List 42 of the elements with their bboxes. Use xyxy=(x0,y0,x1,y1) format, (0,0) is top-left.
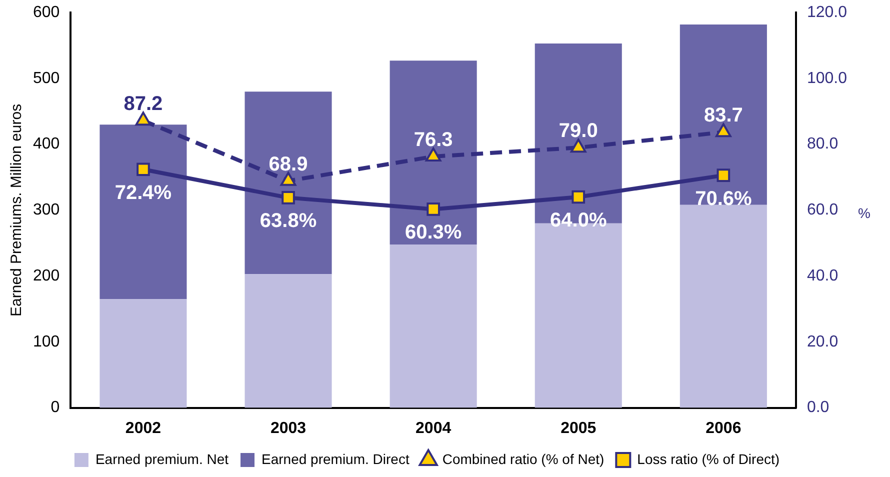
bar xyxy=(390,60,477,244)
legend-label: Combined ratio (% of Net) xyxy=(442,450,604,467)
y2-tick-label: 40.0 xyxy=(806,267,838,284)
y-tick-label: 0 xyxy=(50,399,60,416)
bar xyxy=(390,244,477,408)
bar xyxy=(680,204,767,408)
y-axis-title: Earned Premiums. Million euros xyxy=(8,104,26,316)
y2-axis-title: % xyxy=(858,205,870,222)
y2-tick-label: 60.0 xyxy=(806,202,838,219)
data-label: 72.4% xyxy=(114,182,172,204)
legend-label: Earned premium. Direct xyxy=(262,450,410,467)
data-label: 83.7 xyxy=(704,104,743,127)
y-tick-label: 100 xyxy=(32,333,60,350)
data-label: 76.3 xyxy=(414,129,453,152)
x-tick-label: 2003 xyxy=(270,420,306,437)
x-tick-label: 2004 xyxy=(416,420,452,437)
data-label: 63.8% xyxy=(260,210,317,232)
y-tick-label: 400 xyxy=(32,136,60,153)
data-label: 79.0 xyxy=(558,120,598,142)
bar xyxy=(100,299,187,408)
bar xyxy=(244,92,332,274)
y-tick-label: 600 xyxy=(32,4,60,22)
bar xyxy=(100,124,187,300)
bar xyxy=(680,24,767,205)
data-label: 87.2 xyxy=(124,93,163,116)
y-tick-label: 200 xyxy=(32,267,60,284)
y2-tick-label: 120.0 xyxy=(806,4,848,22)
x-tick-label: 2002 xyxy=(125,420,162,437)
x-tick-label: 2005 xyxy=(560,420,596,437)
y-tick-label: 500 xyxy=(32,70,60,87)
legend-label: Earned premium. Net xyxy=(95,450,229,467)
legend-label: Loss ratio (% of Direct) xyxy=(637,450,780,467)
x-tick-label: 2006 xyxy=(706,420,742,437)
data-label: 60.3% xyxy=(404,222,462,244)
y2-tick-label: 20.0 xyxy=(806,333,838,350)
data-label: 70.6% xyxy=(695,188,752,210)
y-tick-label: 300 xyxy=(32,202,60,219)
y2-tick-label: 0.0 xyxy=(806,399,830,416)
data-label: 68.9 xyxy=(268,153,308,176)
y2-tick-label: 100.0 xyxy=(806,70,848,87)
bar xyxy=(244,274,332,408)
y2-tick-label: 80.0 xyxy=(806,136,838,153)
